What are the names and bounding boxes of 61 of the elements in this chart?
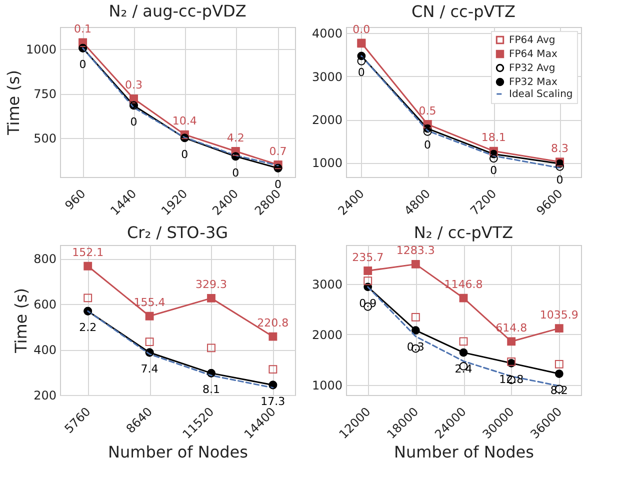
annotation: 1283.3 bbox=[396, 244, 435, 258]
chart-title: Cr₂ / STO-3G bbox=[126, 223, 228, 242]
y-axis-title: Time (s) bbox=[4, 70, 23, 136]
y-tick-label: 4000 bbox=[312, 26, 342, 41]
annotation: 0 bbox=[130, 115, 138, 128]
y-tick-label: 800 bbox=[34, 252, 56, 266]
annotation: 0.5 bbox=[418, 104, 436, 118]
legend-label: FP64 Avg bbox=[509, 35, 556, 46]
annotation: 0 bbox=[424, 138, 432, 152]
annotation: 0 bbox=[181, 148, 188, 161]
y-tick-label: 400 bbox=[34, 343, 56, 358]
annotation: 0.3 bbox=[124, 78, 142, 92]
annotation: 0.0 bbox=[352, 22, 370, 36]
annotation: 0.7 bbox=[269, 144, 287, 158]
y-axis-title: Time (s) bbox=[12, 288, 31, 354]
annotation: 8.3 bbox=[551, 142, 569, 155]
annotation: 235.7 bbox=[352, 250, 384, 264]
y-tick-label: 1000 bbox=[26, 42, 56, 57]
legend-label: Ideal Scaling bbox=[509, 89, 573, 100]
annotation: 17.3 bbox=[260, 395, 286, 408]
annotation: 0 bbox=[490, 164, 498, 178]
annotation: 614.8 bbox=[496, 321, 528, 334]
annotation: 4.2 bbox=[226, 131, 244, 144]
annotation: 10.4 bbox=[172, 114, 197, 128]
annotation: 0 bbox=[556, 174, 564, 187]
y-tick-label: 750 bbox=[34, 87, 56, 102]
annotation: 0 bbox=[79, 58, 86, 72]
annotation: 0.9 bbox=[359, 296, 377, 310]
y-tick-label: 3000 bbox=[312, 277, 342, 292]
annotation: 0 bbox=[232, 166, 240, 180]
y-tick-label: 3000 bbox=[312, 70, 342, 84]
annotation: 2.4 bbox=[454, 362, 472, 376]
x-tick-label: 960 bbox=[62, 186, 88, 213]
annotation: 0.1 bbox=[74, 22, 92, 36]
annotation: 329.3 bbox=[195, 278, 227, 292]
y-tick-label: 2000 bbox=[312, 328, 342, 342]
legend-label: FP64 Max bbox=[509, 49, 558, 60]
legend-label: FP32 Max bbox=[509, 77, 558, 88]
chart-title: CN / cc-pVTZ bbox=[412, 2, 516, 21]
annotation: 0 bbox=[274, 178, 282, 192]
annotation: 220.8 bbox=[257, 316, 289, 330]
legend-label: FP32 Avg bbox=[509, 63, 556, 74]
x-axis-title: Number of Nodes bbox=[108, 442, 248, 462]
annotation: 152.1 bbox=[72, 246, 104, 260]
annotation: 1035.9 bbox=[540, 308, 578, 322]
y-tick-label: 600 bbox=[34, 298, 56, 312]
annotation: 155.4 bbox=[134, 296, 166, 310]
x-axis-title: Number of Nodes bbox=[394, 442, 534, 462]
annotation: 18.1 bbox=[481, 131, 506, 144]
y-tick-label: 1000 bbox=[312, 156, 342, 170]
annotation: 7.4 bbox=[140, 362, 158, 376]
chart-title: N₂ / cc-pVTZ bbox=[414, 223, 514, 242]
y-tick-label: 1000 bbox=[312, 378, 342, 392]
annotation: 1146.8 bbox=[444, 278, 483, 292]
annotation: 8.1 bbox=[202, 383, 220, 396]
y-tick-label: 500 bbox=[34, 131, 56, 146]
y-tick-label: 2000 bbox=[312, 113, 342, 128]
annotation: 2.2 bbox=[79, 321, 97, 334]
y-tick-label: 200 bbox=[34, 388, 56, 402]
annotation: 0 bbox=[358, 66, 365, 79]
chart-title: N₂ / aug-cc-pVDZ bbox=[108, 1, 246, 20]
